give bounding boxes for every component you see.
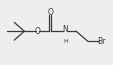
Text: N: N bbox=[62, 25, 68, 34]
Text: Br: Br bbox=[96, 37, 105, 46]
Text: O: O bbox=[47, 8, 53, 17]
Text: O: O bbox=[35, 27, 40, 36]
Text: H: H bbox=[62, 39, 67, 44]
